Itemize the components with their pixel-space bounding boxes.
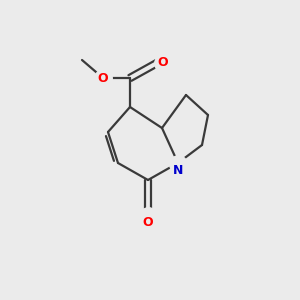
- Text: O: O: [143, 216, 153, 229]
- Text: O: O: [158, 56, 168, 70]
- Text: O: O: [98, 71, 108, 85]
- Text: N: N: [173, 164, 183, 177]
